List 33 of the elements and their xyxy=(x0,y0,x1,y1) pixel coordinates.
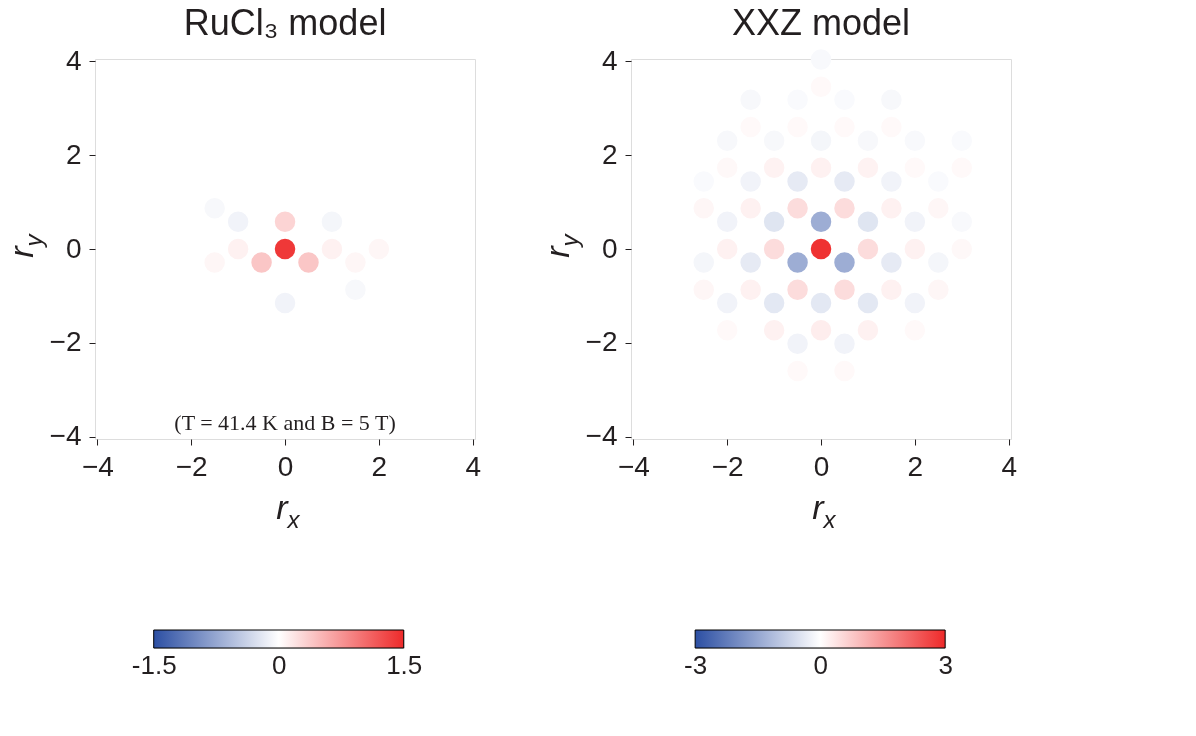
point xyxy=(274,238,296,260)
point xyxy=(251,252,272,273)
y-tick-label: −4 xyxy=(585,420,618,452)
y-tick-label: −4 xyxy=(49,420,82,452)
color-bar-label: 0 xyxy=(813,649,828,680)
annotation: (T = 41.4 K and B = 5 T) xyxy=(174,410,396,435)
x-tick-label: 0 xyxy=(813,450,830,482)
y-tick-label: −2 xyxy=(585,326,618,358)
y-axis-title: ry xyxy=(2,232,48,258)
x-tick-label: 4 xyxy=(465,450,481,482)
color-bar-label: 3 xyxy=(938,649,953,680)
x-tick-label: −2 xyxy=(175,450,208,482)
y-tick-label: 2 xyxy=(65,138,82,170)
chart-title: XXZ model xyxy=(731,2,911,44)
x-tick-label: 0 xyxy=(277,450,294,482)
point xyxy=(298,252,319,273)
y-tick-label: −2 xyxy=(49,326,82,358)
y-axis-title: ry xyxy=(538,232,584,258)
x-tick-label: 4 xyxy=(1001,450,1017,482)
color-bar-label: -1.5 xyxy=(131,649,177,680)
color-bar-label: -3 xyxy=(684,649,708,680)
chart-title: RuCl₃ model xyxy=(183,2,387,44)
point xyxy=(274,211,296,233)
color-bar-label: 1.5 xyxy=(386,649,423,680)
x-tick-label: 2 xyxy=(907,450,924,482)
y-tick-label: 4 xyxy=(65,44,82,76)
color-bar-label: 0 xyxy=(271,649,287,680)
x-tick-label: −2 xyxy=(711,450,744,482)
y-tick-label: 0 xyxy=(65,232,82,264)
y-tick-label: 0 xyxy=(601,232,618,264)
y-tick-label: 2 xyxy=(601,138,618,170)
y-tick-label: 4 xyxy=(601,44,618,76)
x-tick-label: 2 xyxy=(371,450,388,482)
